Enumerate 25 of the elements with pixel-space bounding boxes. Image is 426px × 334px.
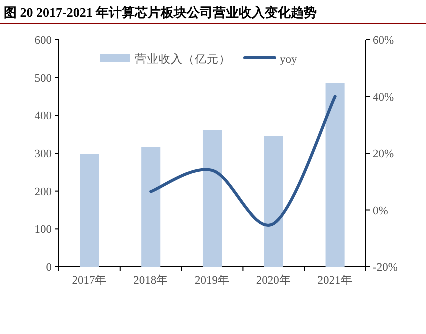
bar	[264, 136, 284, 267]
y2-tick-label: 60%	[373, 35, 394, 47]
bar	[142, 147, 161, 267]
y-tick-label: 100	[34, 224, 52, 236]
y-tick-label: 0	[46, 262, 52, 274]
x-tick-label: 2021年	[318, 274, 353, 287]
y2-tick-label: 40%	[373, 92, 394, 104]
x-tick-label: 2017年	[72, 274, 108, 287]
y-tick-label: 200	[34, 186, 52, 198]
x-tick-label: 2020年	[256, 274, 292, 287]
bar	[202, 130, 222, 267]
y-tick-label: 400	[34, 110, 52, 123]
chart-title: 图 20 2017-2021 年计算芯片板块公司营业收入变化趋势	[4, 5, 318, 20]
bar	[326, 84, 345, 267]
x-tick-label: 2019年	[195, 274, 230, 287]
y-tick-label: 600	[34, 35, 52, 47]
y-tick-label: 300	[34, 148, 52, 160]
bar	[80, 154, 100, 267]
y2-tick-label: 0%	[373, 205, 389, 218]
x-tick-label: 2018年	[134, 274, 169, 287]
y-tick-label: 500	[34, 72, 52, 85]
legend-label: yoy	[280, 54, 298, 66]
legend-label: 营业收入（亿元）	[135, 52, 231, 66]
y2-tick-label: 20%	[373, 148, 394, 160]
y2-tick-label: -20%	[373, 262, 398, 274]
